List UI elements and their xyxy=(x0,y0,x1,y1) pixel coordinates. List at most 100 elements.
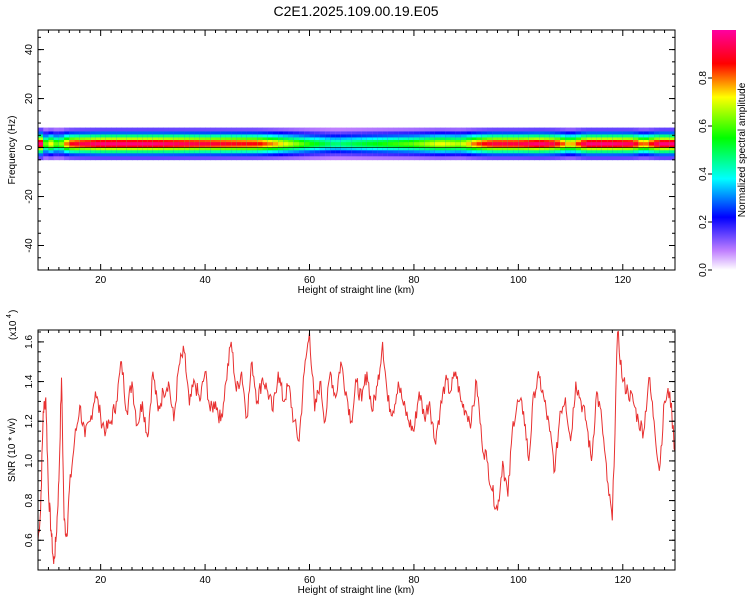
heat-cell xyxy=(398,142,405,146)
snr-scale-note: (x10 4 ) xyxy=(6,310,19,340)
heat-cell xyxy=(272,142,279,146)
x-tick-label: 80 xyxy=(408,575,420,586)
spectrogram-ylabel: Frequency (Hz) xyxy=(7,116,18,185)
heat-cell xyxy=(492,142,499,146)
snr-scale-exponent: 4 xyxy=(6,314,13,318)
heat-cell xyxy=(262,142,269,146)
y-tick-label: 1.0 xyxy=(24,454,35,468)
heat-cell xyxy=(403,142,410,146)
heat-cell xyxy=(393,142,399,146)
heat-cell xyxy=(481,142,488,146)
heat-cell xyxy=(591,142,598,146)
heat-cell xyxy=(643,142,650,146)
y-tick-label: 1.4 xyxy=(24,374,35,388)
heat-cell xyxy=(507,142,514,146)
x-tick-label: 100 xyxy=(510,575,527,586)
colorbar-gradient xyxy=(712,30,736,270)
heat-cell xyxy=(476,142,483,146)
colorbar-ticks: 0.0 0.2 0.4 0.6 0.8 xyxy=(698,71,712,277)
colorbar-tick-label: 0.2 xyxy=(698,215,709,229)
heat-cell xyxy=(633,142,640,146)
x-tick-label: 20 xyxy=(95,275,107,286)
heat-cell xyxy=(205,142,211,146)
heat-cell xyxy=(111,142,117,146)
heat-cell xyxy=(293,142,300,146)
heat-cell xyxy=(210,142,217,146)
heat-cell xyxy=(283,142,290,146)
heat-cell xyxy=(413,142,420,146)
y-tick-label: 0.8 xyxy=(24,493,35,507)
heat-cell xyxy=(361,142,368,146)
heat-cell xyxy=(194,142,201,146)
heat-cell xyxy=(607,142,613,146)
heat-cell xyxy=(554,142,561,146)
heat-cell xyxy=(231,142,238,146)
heat-cell xyxy=(596,142,603,146)
y-tick-label: 1.6 xyxy=(24,335,35,349)
heat-cell xyxy=(199,142,206,146)
x-tick-label: 120 xyxy=(614,575,631,586)
heat-cell xyxy=(84,142,91,146)
heat-cell xyxy=(319,142,326,146)
heat-cell xyxy=(419,142,425,146)
heat-cell xyxy=(299,142,305,146)
heat-cell xyxy=(241,142,248,146)
heat-cell xyxy=(445,142,452,146)
heat-cell xyxy=(100,142,107,146)
heat-cell xyxy=(314,142,321,146)
heat-cell xyxy=(335,142,342,146)
heat-cell xyxy=(116,142,123,146)
heat-cell xyxy=(648,142,655,146)
heat-cell xyxy=(497,142,504,146)
heat-cell xyxy=(267,142,274,146)
snr-scale-base: (x10 xyxy=(8,320,19,340)
heat-cell xyxy=(184,142,191,146)
snr-frame xyxy=(37,329,676,571)
heat-cell xyxy=(215,142,222,146)
colorbar-label: Normalized spectral amplitude xyxy=(737,82,748,217)
heat-cell xyxy=(309,142,316,146)
heat-cell xyxy=(382,142,389,146)
heat-cell xyxy=(523,142,530,146)
heat-cell xyxy=(659,142,666,146)
x-tick-label: 40 xyxy=(200,275,212,286)
heat-cell xyxy=(560,142,566,146)
colorbar-tick-label: 0.0 xyxy=(698,263,709,277)
heat-cell xyxy=(539,142,546,146)
spectrogram-axes: 20 40 60 80 100 120 40 20 0 -20 -40 xyxy=(24,30,676,286)
heat-cell xyxy=(74,142,81,146)
heat-cell xyxy=(189,142,196,146)
heat-cell xyxy=(53,142,60,146)
heat-cell xyxy=(90,142,97,146)
x-tick-label: 60 xyxy=(304,275,316,286)
spectrogram-xlabel: Height of straight line (km) xyxy=(298,285,415,296)
snr-xlabel: Height of straight line (km) xyxy=(298,585,415,596)
heat-cell xyxy=(617,142,624,146)
heat-cell xyxy=(278,142,285,146)
heat-cell xyxy=(236,142,243,146)
heat-cell xyxy=(220,142,227,146)
heat-cell xyxy=(575,142,582,146)
heat-cell xyxy=(158,142,164,146)
heat-cell xyxy=(460,142,467,146)
heat-cell xyxy=(105,142,112,146)
heat-cell xyxy=(628,142,634,146)
heat-cell xyxy=(304,142,311,146)
y-tick-label: -40 xyxy=(24,238,35,253)
heat-cell xyxy=(429,142,436,146)
heat-cell xyxy=(450,142,457,146)
y-tick-label: 0.6 xyxy=(24,533,35,547)
heat-cell xyxy=(126,142,133,146)
heat-cell xyxy=(549,142,556,146)
x-tick-label: 100 xyxy=(510,275,527,286)
figure-title: C2E1.2025.109.00.19.E05 xyxy=(273,3,438,19)
colorbar-tick-label: 0.6 xyxy=(698,119,709,133)
heat-cell xyxy=(502,142,509,146)
y-tick-label: -20 xyxy=(24,189,35,204)
heat-cell xyxy=(387,142,394,146)
heat-cell xyxy=(252,142,258,146)
heat-cell xyxy=(513,142,519,146)
heat-cell xyxy=(466,142,472,146)
heat-cell xyxy=(601,142,608,146)
snr-ylabel: SNR (10 * v/v) xyxy=(7,418,18,482)
